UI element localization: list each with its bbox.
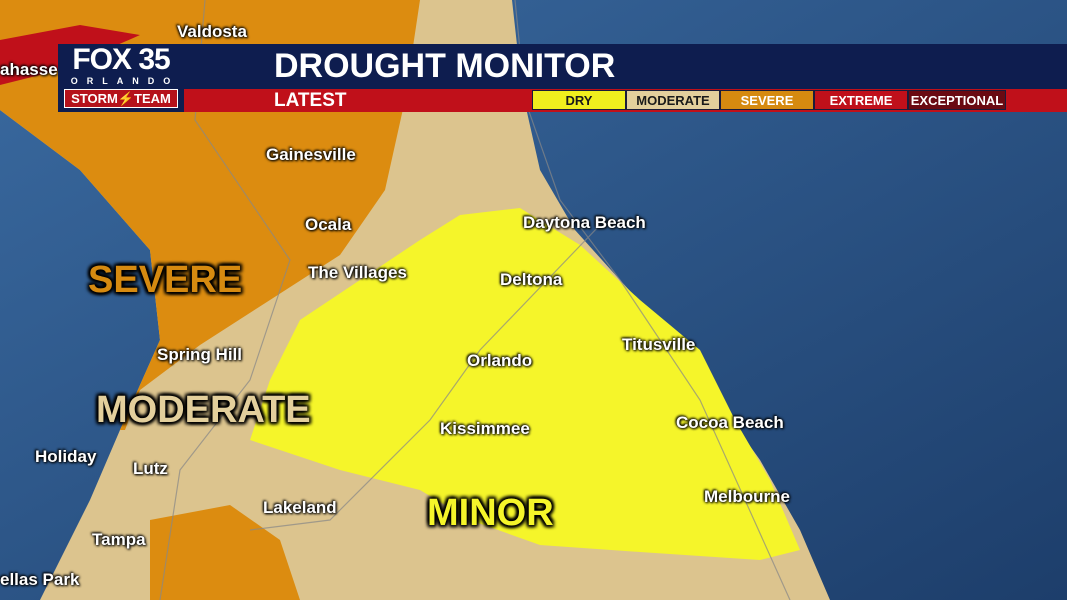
legend: DRY MODERATE SEVERE EXTREME EXCEPTIONAL (532, 90, 1006, 110)
city-label: ahasse (0, 60, 58, 79)
city-label: Valdosta (177, 22, 247, 41)
city-label: Gainesville (266, 145, 356, 164)
city-label: Deltona (500, 270, 563, 289)
logo-brand: FOX 35 (72, 43, 170, 76)
city-label: Kissimmee (440, 419, 530, 438)
station-logo: FOX 35 ORLANDO STORM⚡TEAM (58, 44, 184, 112)
region-dry (250, 208, 800, 560)
legend-item-dry: DRY (532, 90, 626, 110)
page-title: DROUGHT MONITOR (184, 44, 1067, 89)
legend-item-severe: SEVERE (720, 90, 814, 110)
city-label: Lakeland (263, 498, 337, 517)
subtitle: LATEST (274, 90, 347, 111)
category-label-minor: MINOR (427, 492, 554, 534)
legend-item-extreme: EXTREME (814, 90, 908, 110)
city-label: Spring Hill (157, 345, 242, 364)
city-label: Cocoa Beach (676, 413, 784, 432)
city-label: The Villages (308, 263, 407, 282)
city-label: Daytona Beach (523, 213, 646, 232)
category-label-moderate: MODERATE (96, 389, 311, 431)
city-label: Tampa (92, 530, 146, 549)
category-label-severe: SEVERE (88, 259, 243, 301)
city-label: ellas Park (0, 570, 80, 589)
logo-city: ORLANDO (70, 76, 180, 86)
subtitle-bar: LATEST DRY MODERATE SEVERE EXTREME EXCEPTION… (184, 89, 1067, 112)
city-label: Ocala (305, 215, 352, 234)
legend-item-moderate: MODERATE (626, 90, 720, 110)
city-label: Titusville (622, 335, 696, 354)
city-label: Holiday (35, 447, 97, 466)
city-label: Lutz (133, 459, 168, 478)
city-label: Orlando (467, 351, 533, 370)
city-label: Melbourne (704, 487, 790, 506)
header-banner: FOX 35 ORLANDO STORM⚡TEAM DROUGHT MONITO… (58, 44, 1067, 112)
legend-item-exceptional: EXCEPTIONAL (908, 90, 1006, 110)
logo-team: STORM⚡TEAM (64, 89, 178, 108)
